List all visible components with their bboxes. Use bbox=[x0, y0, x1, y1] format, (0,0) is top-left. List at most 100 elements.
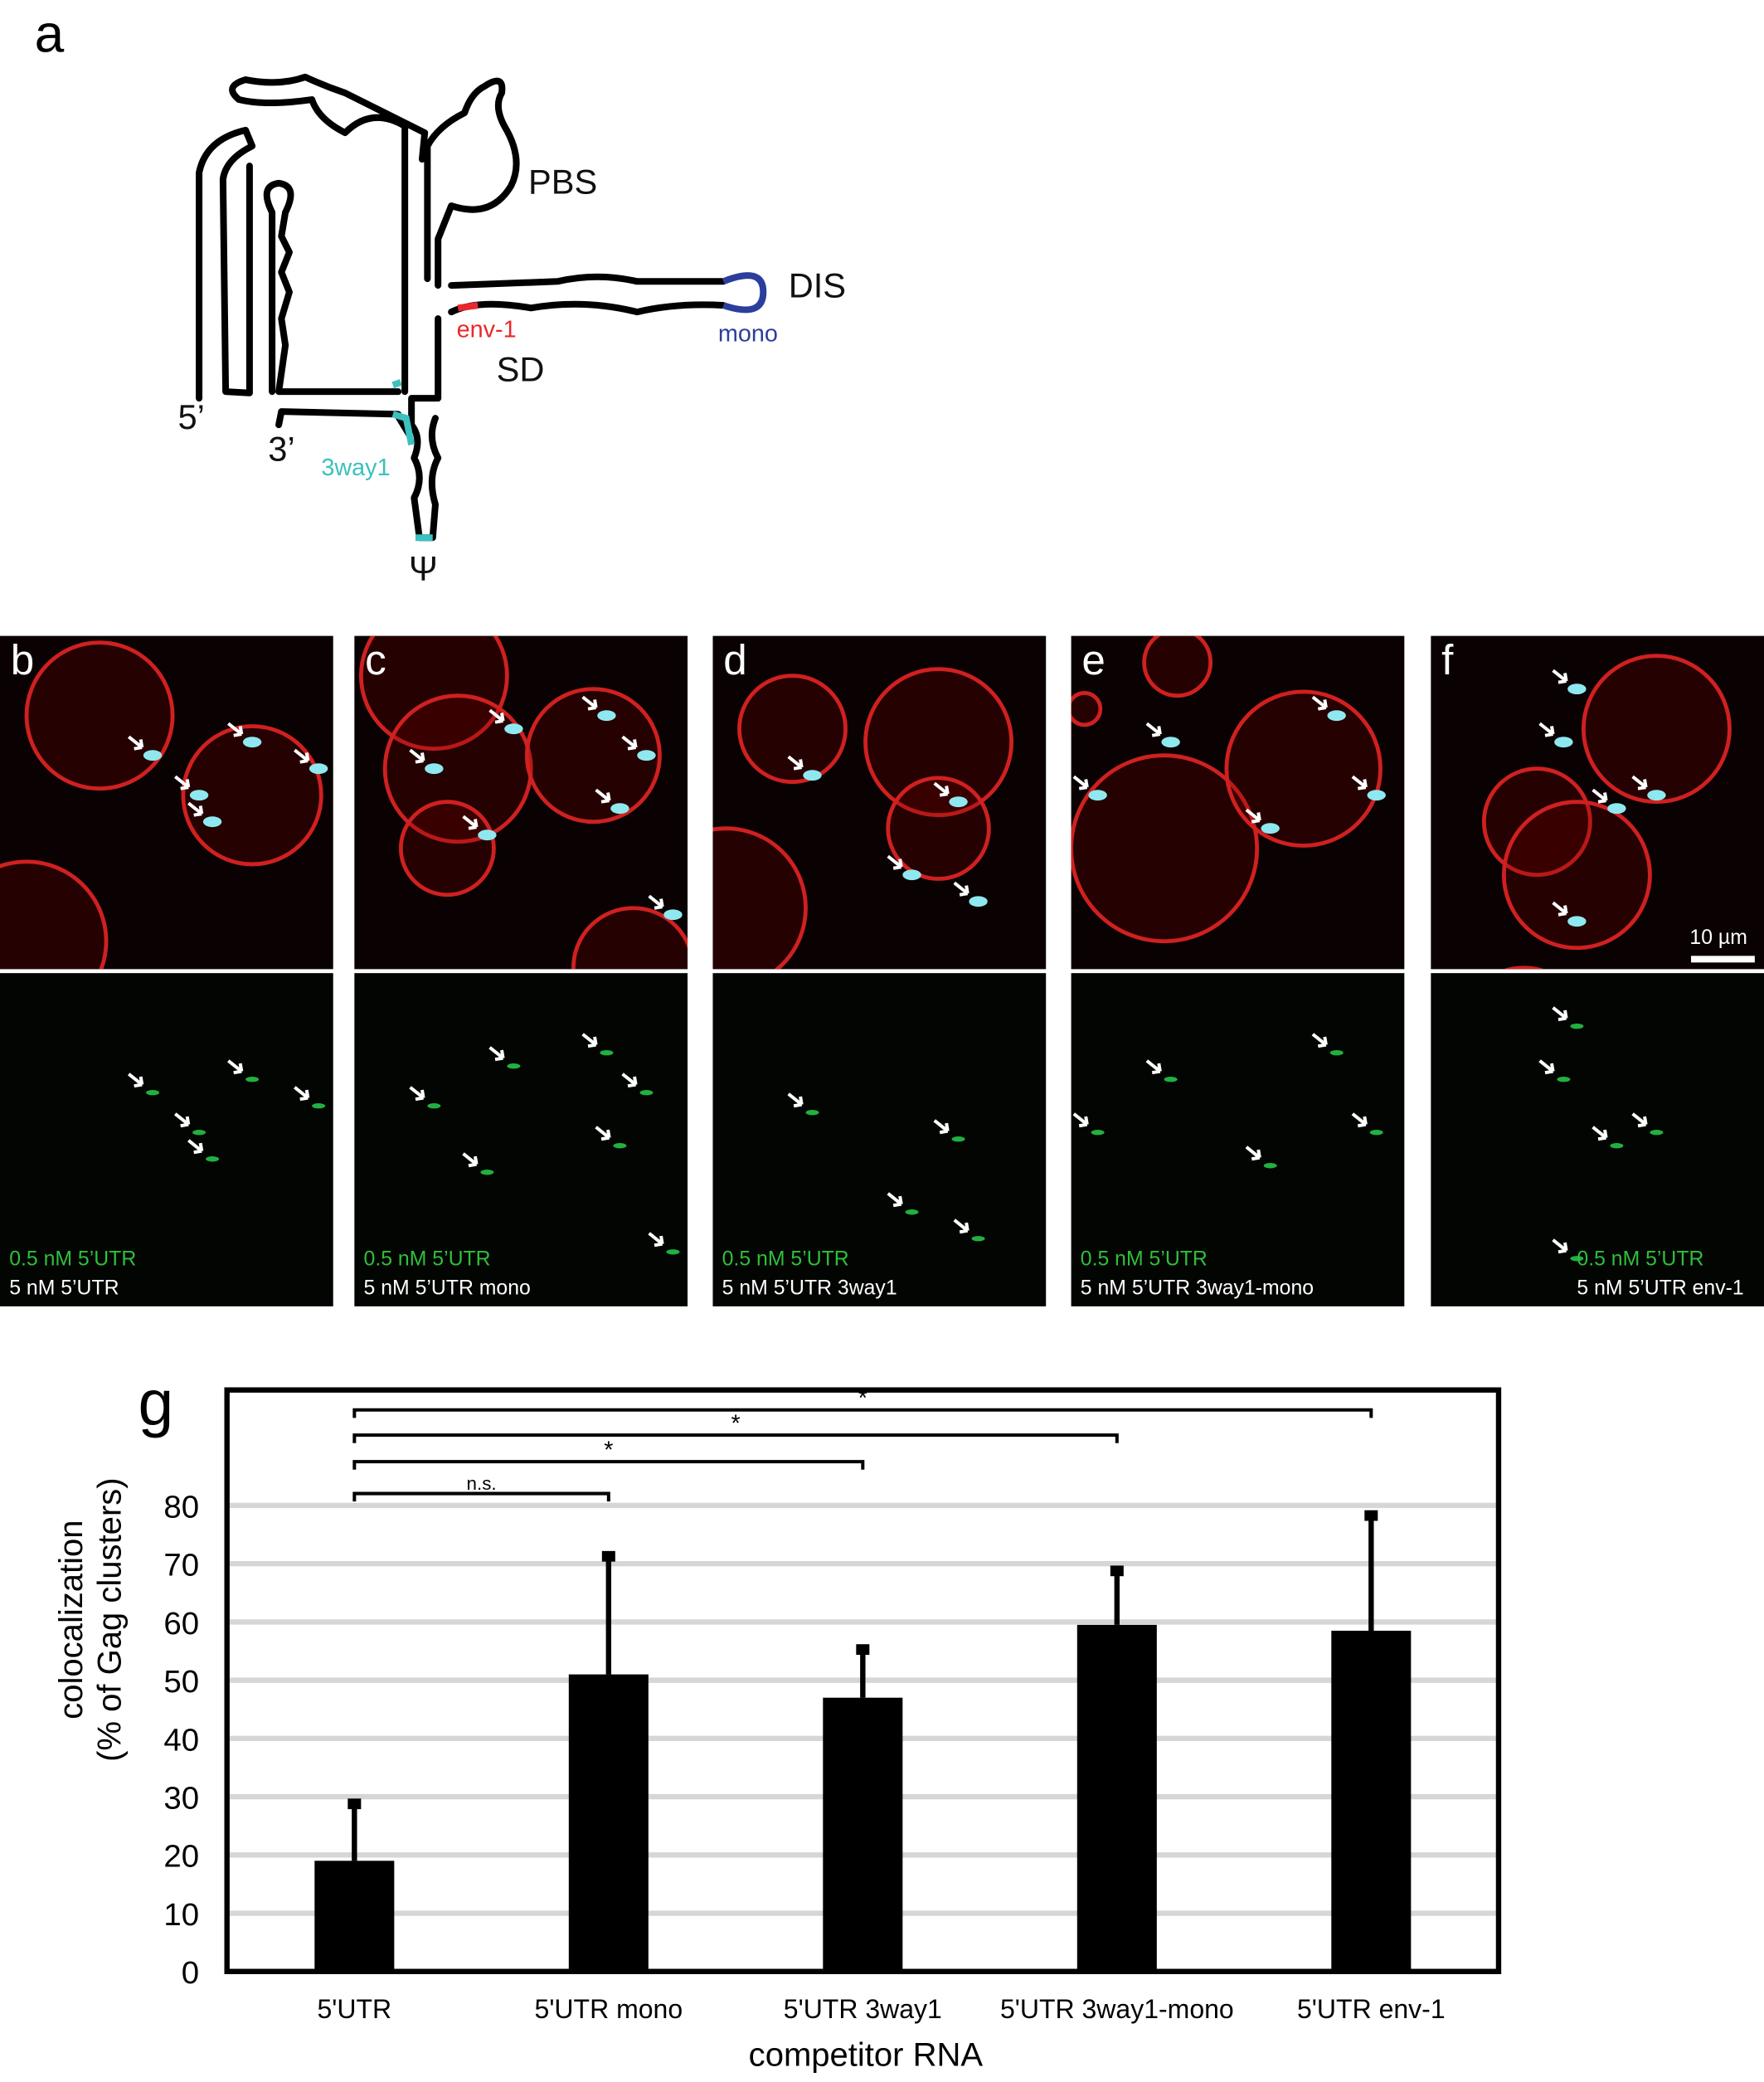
panel-label-g: g bbox=[138, 1369, 174, 1439]
vesicle bbox=[524, 687, 662, 825]
strand-5prime bbox=[196, 126, 256, 402]
vesicle bbox=[358, 635, 509, 752]
arrow-icon bbox=[1351, 1112, 1368, 1128]
y-axis-label-line1: colocalization bbox=[53, 1520, 90, 1720]
micrograph-membrane-gag-e: e bbox=[1071, 635, 1405, 970]
arrow-icon bbox=[595, 1126, 611, 1141]
rna-signal bbox=[1164, 1077, 1178, 1082]
sd-stem bbox=[408, 315, 442, 542]
3way1-label: 3way1 bbox=[321, 454, 391, 481]
rna-signal bbox=[905, 1209, 919, 1215]
micrograph-rna-b: 0.5 nM 5’UTR 5 nM 5’UTR bbox=[0, 973, 333, 1306]
bar-5'UTR env-1 bbox=[1331, 1630, 1412, 1972]
arrow-icon bbox=[1552, 901, 1568, 917]
rna-signal bbox=[312, 1103, 326, 1109]
panel-label-f: f bbox=[1441, 635, 1454, 684]
micrograph-rna-e: 0.5 nM 5’UTR 5 nM 5’UTR 3way1-mono bbox=[1071, 973, 1405, 1306]
rna-signal bbox=[971, 1236, 985, 1242]
scale-bar-label: 10 µm bbox=[1689, 927, 1747, 950]
gag-cluster bbox=[902, 869, 921, 881]
y-tick-label: 0 bbox=[182, 1955, 199, 1991]
arrow-icon bbox=[887, 1192, 903, 1208]
error-bar-cap bbox=[601, 1550, 615, 1562]
rna-signal bbox=[1610, 1143, 1624, 1149]
y-tick-label: 70 bbox=[163, 1548, 199, 1583]
arrow-icon bbox=[1538, 1059, 1555, 1075]
mono-label: mono bbox=[717, 319, 778, 347]
arrow-icon bbox=[127, 1073, 144, 1088]
arrow-icon bbox=[1145, 1059, 1162, 1075]
dis-stem bbox=[448, 273, 727, 289]
rna-signal bbox=[1263, 1163, 1277, 1169]
env1-label: env-1 bbox=[456, 315, 517, 343]
bar-5'UTR mono bbox=[568, 1674, 649, 1972]
significance-bracket bbox=[352, 1491, 610, 1502]
mono-loop bbox=[722, 272, 767, 314]
dis-label: DIS bbox=[788, 265, 847, 306]
rna-signal bbox=[613, 1143, 627, 1149]
vesicle bbox=[712, 826, 808, 970]
rna-signal bbox=[600, 1049, 614, 1056]
arrow-icon bbox=[187, 1139, 204, 1155]
psi-label: Ψ bbox=[408, 548, 438, 589]
gag-cluster bbox=[504, 723, 523, 735]
vesicle bbox=[382, 693, 533, 844]
arrow-icon bbox=[1311, 1033, 1328, 1048]
bar-5'UTR 3way1 bbox=[823, 1697, 903, 1972]
caption-competitor-rna: 5 nM 5’UTR mono bbox=[363, 1277, 531, 1300]
arrow-icon bbox=[227, 1059, 244, 1075]
arrow-icon bbox=[1631, 775, 1648, 790]
y-tick-label: 10 bbox=[163, 1897, 199, 1933]
gag-cluster bbox=[1567, 916, 1587, 927]
rna-signal bbox=[427, 1103, 441, 1109]
arrow-icon bbox=[648, 894, 664, 910]
rna-signal bbox=[245, 1077, 260, 1082]
significance-label: * bbox=[604, 1437, 613, 1463]
five-prime-label: 5’ bbox=[177, 396, 205, 437]
panel-label-d: d bbox=[723, 635, 747, 684]
panel-label-c: c bbox=[365, 635, 386, 684]
rna-signal bbox=[951, 1136, 965, 1142]
arrow-icon bbox=[787, 755, 804, 771]
arrow-icon bbox=[1552, 669, 1568, 684]
arrow-icon bbox=[174, 775, 191, 790]
gag-cluster bbox=[1367, 790, 1386, 801]
three-prime-label: 3’ bbox=[268, 428, 295, 469]
env1-segment bbox=[457, 302, 479, 312]
vesicle bbox=[1503, 966, 1545, 970]
arrow-icon bbox=[488, 1046, 505, 1062]
gag-cluster bbox=[1567, 683, 1587, 695]
arrow-icon bbox=[127, 735, 144, 751]
rna-secondary-structure-diagram bbox=[196, 73, 767, 542]
gag-cluster bbox=[478, 829, 497, 841]
caption-labeled-rna: 0.5 nM 5’UTR bbox=[9, 1248, 137, 1271]
vesicle bbox=[1224, 689, 1383, 848]
caption-competitor-rna: 5 nM 5’UTR env-1 bbox=[1577, 1277, 1744, 1300]
gag-cluster bbox=[637, 750, 656, 761]
gag-cluster bbox=[610, 803, 629, 815]
vesicle bbox=[1581, 654, 1732, 805]
gag-cluster bbox=[1261, 823, 1280, 834]
rna-signal bbox=[1557, 1077, 1571, 1082]
gag-cluster bbox=[425, 763, 444, 775]
arrow-icon bbox=[1552, 1006, 1568, 1022]
vesicle bbox=[1142, 635, 1213, 698]
arrow-icon bbox=[595, 788, 611, 804]
x-tick-label: 5'UTR env-1 bbox=[1297, 1994, 1446, 2024]
arrow-icon bbox=[933, 781, 950, 797]
panel-label-a: a bbox=[34, 5, 65, 64]
arrow-icon bbox=[174, 1112, 191, 1128]
caption-competitor-rna: 5 nM 5’UTR 3way1 bbox=[722, 1277, 897, 1300]
arrow-icon bbox=[621, 1073, 638, 1088]
arrow-icon bbox=[953, 1219, 969, 1234]
vesicle bbox=[571, 906, 688, 970]
arrow-icon bbox=[488, 708, 505, 724]
bar-5'UTR 3way1-mono bbox=[1076, 1624, 1157, 1972]
y-tick-label: 60 bbox=[163, 1606, 199, 1642]
arrow-icon bbox=[462, 815, 479, 830]
vesicle bbox=[1071, 753, 1260, 944]
plot-frame bbox=[224, 1387, 1502, 1974]
significance-bracket bbox=[352, 1460, 865, 1470]
rna-signal bbox=[1570, 1256, 1584, 1262]
